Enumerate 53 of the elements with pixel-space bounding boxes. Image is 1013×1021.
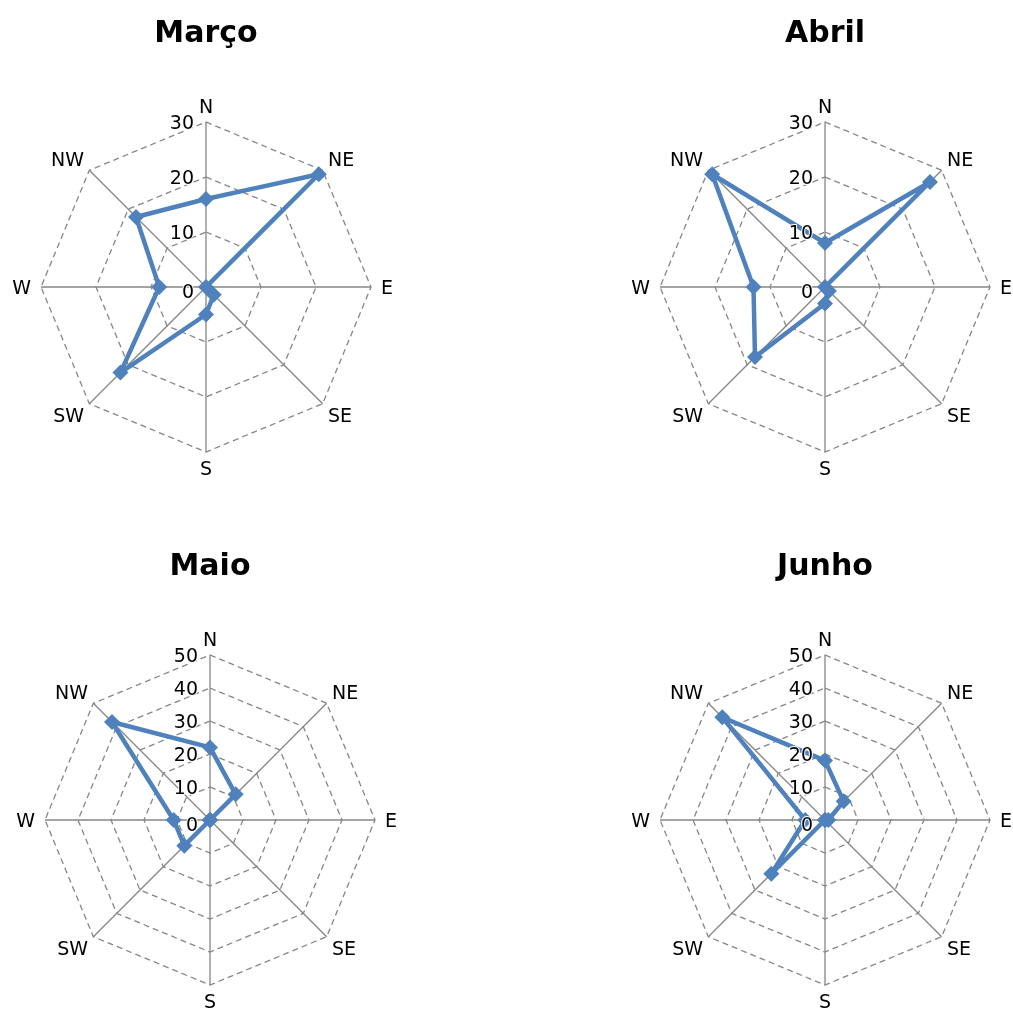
spoke-label: SW [53, 403, 85, 426]
spoke-label: SW [672, 936, 704, 959]
spoke-label: E [381, 275, 394, 298]
y-tick-label: 50 [173, 643, 198, 666]
spoke-label: NW [51, 147, 85, 170]
y-tick-label: 0 [181, 280, 194, 303]
spoke-label: S [818, 989, 832, 1012]
spoke-label: W [12, 275, 32, 298]
spoke-label: NE [946, 147, 974, 170]
y-tick-label: 30 [173, 709, 198, 732]
spoke-label: E [1000, 275, 1013, 298]
spoke-label: SE [331, 936, 357, 959]
y-tick-label: 10 [173, 775, 198, 798]
y-tick-label: 40 [173, 676, 198, 699]
y-tick-label: 40 [788, 676, 813, 699]
spoke-label: E [1000, 808, 1013, 831]
spoke-label: SW [57, 936, 89, 959]
spoke-label: N [817, 627, 833, 650]
spoke-label: NE [946, 680, 974, 703]
spoke-label: W [16, 808, 36, 831]
spoke-label: N [198, 94, 214, 117]
spoke-label: S [199, 456, 213, 479]
y-tick-label: 0 [800, 280, 813, 303]
spoke-label: NW [670, 680, 704, 703]
chart-title: Maio [169, 547, 251, 582]
spoke-label: S [818, 456, 832, 479]
spoke-label: W [631, 808, 651, 831]
spoke-label: SE [946, 936, 972, 959]
y-tick-label: 30 [788, 110, 813, 133]
y-tick-label: 20 [173, 742, 198, 765]
y-tick-label: 20 [169, 165, 194, 188]
y-tick-label: 10 [788, 775, 813, 798]
spoke-label: N [202, 627, 218, 650]
spoke-label: SE [946, 403, 972, 426]
chart-title: Abril [784, 14, 866, 49]
chart-title: Junho [775, 547, 873, 582]
y-tick-label: 10 [169, 220, 194, 243]
spoke-label: NW [670, 147, 704, 170]
spoke-label: SW [672, 403, 704, 426]
spoke-label: N [817, 94, 833, 117]
y-tick-label: 0 [185, 813, 198, 836]
y-tick-label: 30 [788, 709, 813, 732]
spoke-label: S [203, 989, 217, 1012]
spoke-label: E [385, 808, 398, 831]
spoke-label: SE [327, 403, 353, 426]
spoke-label: W [631, 275, 651, 298]
y-tick-label: 30 [169, 110, 194, 133]
spoke-label: NE [327, 147, 355, 170]
spoke-label: NW [55, 680, 89, 703]
chart-title: Março [154, 14, 258, 49]
y-tick-label: 20 [788, 165, 813, 188]
y-tick-label: 50 [788, 643, 813, 666]
spoke-label: NE [331, 680, 359, 703]
